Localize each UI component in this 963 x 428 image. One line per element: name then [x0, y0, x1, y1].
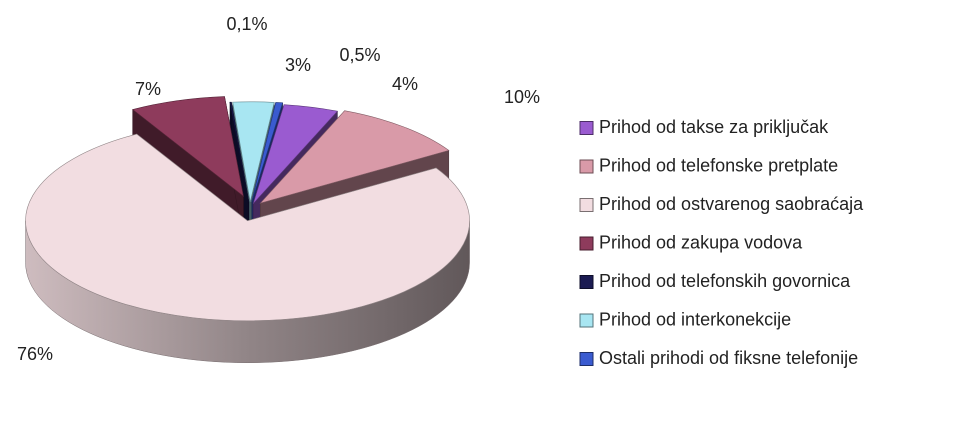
- legend-label: Ostali prihodi od fiksne telefonije: [599, 348, 858, 368]
- legend-swatch: [579, 159, 594, 174]
- legend-label: Prihod od telefonskih govornica: [599, 271, 851, 291]
- legend-label: Prihod od interkonekcije: [599, 309, 791, 329]
- slice-top: [259, 110, 450, 204]
- data-label: 3%: [285, 55, 311, 75]
- legend-label: Prihod od zakupa vodova: [599, 232, 803, 252]
- legend-swatch: [579, 121, 594, 135]
- data-label: 4%: [392, 74, 418, 94]
- legend-swatch: [579, 198, 594, 212]
- slice-top: [131, 96, 244, 197]
- data-label: 0,5%: [339, 45, 380, 65]
- slice-top: [251, 102, 284, 202]
- slice-top: [229, 101, 250, 202]
- legend-swatch: [579, 236, 594, 251]
- data-label: 10%: [504, 87, 540, 107]
- legend-label: Prihod od takse za priključak: [599, 117, 829, 137]
- legend-swatch: [579, 313, 594, 328]
- slice-top: [25, 133, 470, 322]
- legend-swatch: [579, 275, 594, 289]
- data-label: 0,1%: [226, 14, 267, 34]
- slice: [25, 133, 470, 363]
- data-label: 76%: [17, 344, 53, 364]
- data-label: 7%: [135, 79, 161, 99]
- slice-top: [252, 104, 339, 204]
- legend-label: Prihod od ostvarenog saobraćaja: [599, 194, 864, 214]
- slice-top: [232, 101, 275, 202]
- slice: [229, 101, 250, 244]
- legend-label: Prihod od telefonske pretplate: [599, 155, 838, 175]
- legend-swatch: [579, 352, 594, 366]
